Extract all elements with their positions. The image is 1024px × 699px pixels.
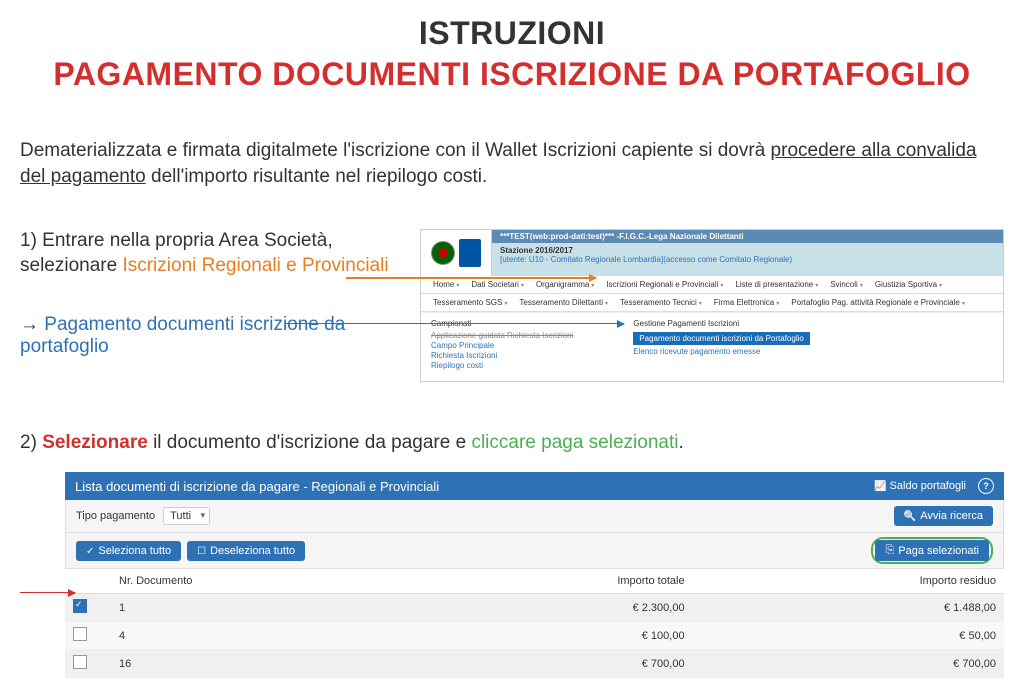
step1-orange: Iscrizioni Regionali e Provinciali bbox=[122, 255, 388, 276]
arrow-icon: → bbox=[20, 314, 39, 335]
screenshot1: ***TEST(web:prod-dati:test)*** -F.I.G.C.… bbox=[420, 229, 1004, 382]
cell-totale: € 100,00 bbox=[412, 622, 693, 650]
menu-home[interactable]: Home bbox=[427, 279, 465, 290]
row-checkbox[interactable] bbox=[73, 655, 87, 669]
avvia-ricerca-button[interactable]: Avvia ricerca bbox=[894, 506, 993, 526]
page-subtitle: PAGAMENTO DOCUMENTI ISCRIZIONE DA PORTAF… bbox=[20, 56, 1004, 93]
avvia-label: Avvia ricerca bbox=[920, 510, 983, 522]
check-icon bbox=[86, 545, 94, 557]
cell-nr: 4 bbox=[111, 622, 412, 650]
cell-nr: 1 bbox=[111, 594, 412, 622]
banner-season: Stazione 2016/2017 bbox=[500, 246, 573, 255]
drop-link-riep[interactable]: Riepilogo costi bbox=[431, 361, 573, 370]
deseleziona-tutto-button[interactable]: Deseleziona tutto bbox=[187, 541, 305, 561]
cell-totale: € 2.300,00 bbox=[412, 594, 693, 622]
row-checkbox[interactable] bbox=[73, 627, 87, 641]
table-row[interactable]: 1€ 2.300,00€ 1.488,00 bbox=[65, 594, 1004, 622]
red-arrow-icon bbox=[20, 592, 75, 593]
green-highlight: Paga selezionati bbox=[871, 537, 993, 564]
th-nr: Nr. Documento bbox=[111, 569, 412, 594]
copy-icon bbox=[885, 544, 894, 557]
chart-icon bbox=[874, 480, 886, 492]
table-screenshot: Lista documenti di iscrizione da pagare … bbox=[65, 472, 1004, 678]
banner-user: [utente: U10 - Comitato Regionale Lombar… bbox=[500, 255, 792, 264]
menu-dil[interactable]: Tesseramento Dilettanti bbox=[513, 297, 614, 308]
paga-label: Paga selezionati bbox=[898, 545, 979, 557]
tipo-select[interactable]: Tutti bbox=[163, 507, 210, 525]
desel-tutto-label: Deseleziona tutto bbox=[210, 545, 295, 557]
lnd-badge-icon bbox=[431, 241, 455, 265]
step2-mid: il documento d'iscrizione da pagare e bbox=[148, 432, 472, 453]
intro-paragraph: Dematerializzata e firmata digitalmete l… bbox=[20, 138, 1004, 189]
menu-iscr[interactable]: Iscrizioni Regionali e Provinciali bbox=[600, 279, 729, 290]
intro-part1: Dematerializzata e firmata digitalmete l… bbox=[20, 140, 771, 161]
cell-residuo: € 1.488,00 bbox=[693, 594, 1004, 622]
menu-sgs[interactable]: Tesseramento SGS bbox=[427, 297, 513, 308]
cell-totale: € 700,00 bbox=[412, 650, 693, 678]
saldo-link[interactable]: Saldo portafogli bbox=[874, 480, 966, 492]
drop-link-app[interactable]: Applicazione guidata Richiesta Iscrizion… bbox=[431, 331, 573, 340]
cell-nr: 16 bbox=[111, 650, 412, 678]
saldo-label: Saldo portafogli bbox=[890, 480, 966, 492]
seleziona-tutto-button[interactable]: Seleziona tutto bbox=[76, 541, 181, 561]
orange-arrow-icon bbox=[346, 277, 596, 279]
cell-residuo: € 700,00 bbox=[693, 650, 1004, 678]
documents-table: Nr. Documento Importo totale Importo res… bbox=[65, 569, 1004, 678]
cell-residuo: € 50,00 bbox=[693, 622, 1004, 650]
menu-tec[interactable]: Tesseramento Tecnici bbox=[614, 297, 708, 308]
menu-firma[interactable]: Firma Elettronica bbox=[708, 297, 785, 308]
search-icon bbox=[904, 510, 916, 522]
drop-col2-head: Gestione Pagamenti Iscrizioni bbox=[633, 319, 810, 328]
drop-link-pagamento[interactable]: Pagamento documenti iscrizioni da Portaf… bbox=[633, 332, 810, 345]
menu-port[interactable]: Portafoglio Pag. attività Regionale e Pr… bbox=[785, 297, 971, 308]
step2-prefix: 2) bbox=[20, 432, 42, 453]
drop-link-rich[interactable]: Richiesta Iscrizioni bbox=[431, 351, 573, 360]
menu-giust[interactable]: Giustizia Sportiva bbox=[869, 279, 948, 290]
th-totale: Importo totale bbox=[412, 569, 693, 594]
drop-link-elenco[interactable]: Elenco ricevute pagamento emesse bbox=[633, 347, 810, 356]
row-checkbox[interactable] bbox=[73, 599, 87, 613]
step2-red: Selezionare bbox=[42, 432, 148, 453]
table-row[interactable]: 4€ 100,00€ 50,00 bbox=[65, 622, 1004, 650]
table-row[interactable]: 16€ 700,00€ 700,00 bbox=[65, 650, 1004, 678]
italia-badge-icon bbox=[459, 239, 481, 267]
step2-text: 2) Selezionare il documento d'iscrizione… bbox=[20, 432, 1004, 454]
step2-green: cliccare paga selezionati bbox=[471, 432, 678, 453]
menu-svin[interactable]: Svincoli bbox=[824, 279, 869, 290]
logo-area bbox=[421, 230, 492, 276]
sel-tutto-label: Seleziona tutto bbox=[98, 545, 171, 557]
drop-link-campo[interactable]: Campo Principale bbox=[431, 341, 573, 350]
table-title: Lista documenti di iscrizione da pagare … bbox=[75, 479, 439, 494]
step1-substep: → Pagamento documenti iscrizione da port… bbox=[20, 314, 400, 358]
menu-row2: Tesseramento SGS Tesseramento Dilettanti… bbox=[421, 294, 1003, 312]
banner-bottom: Stazione 2016/2017 [utente: U10 - Comita… bbox=[492, 243, 1003, 276]
page-title: ISTRUZIONI bbox=[20, 15, 1004, 52]
step1-blue: Pagamento documenti iscrizione da portaf… bbox=[20, 314, 345, 357]
step2-suffix: . bbox=[678, 432, 683, 453]
menu-liste[interactable]: Liste di presentazione bbox=[729, 279, 824, 290]
box-icon bbox=[197, 545, 206, 557]
menu-dati[interactable]: Dati Societari bbox=[465, 279, 530, 290]
blue-arrow-icon bbox=[286, 323, 624, 324]
help-icon[interactable]: ? bbox=[978, 478, 994, 494]
tipo-label: Tipo pagamento bbox=[76, 510, 155, 522]
step1-text: 1) Entrare nella propria Area Società, s… bbox=[20, 229, 400, 278]
paga-selezionati-button[interactable]: Paga selezionati bbox=[875, 540, 989, 561]
intro-part2: dell'importo risultante nel riepilogo co… bbox=[146, 166, 488, 187]
th-residuo: Importo residuo bbox=[693, 569, 1004, 594]
banner-top: ***TEST(web:prod-dati:test)*** -F.I.G.C.… bbox=[492, 230, 1003, 243]
